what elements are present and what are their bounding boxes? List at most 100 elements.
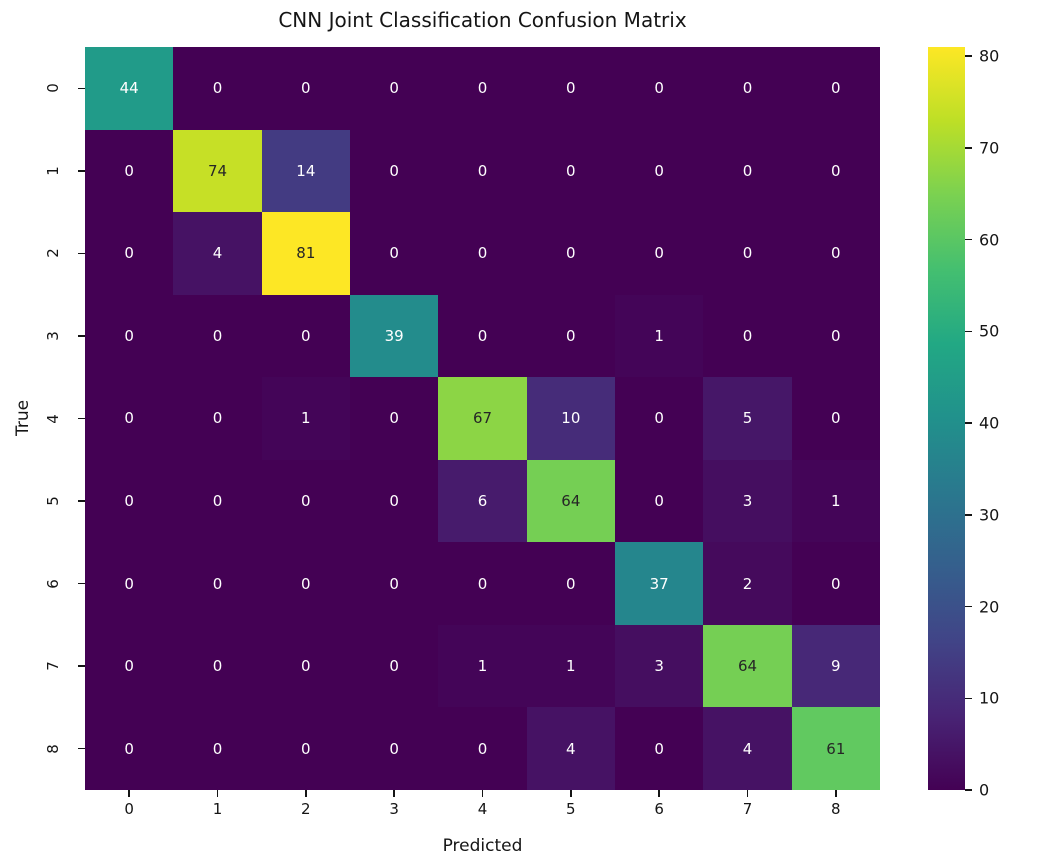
cell-value: 0	[477, 244, 488, 263]
cell-value: 1	[301, 409, 311, 428]
heatmap-cell-r6c0: 0	[85, 542, 174, 625]
y-tick-mark	[78, 748, 85, 750]
heatmap-cell-r4c8: 0	[791, 377, 880, 460]
colorbar-tick-label: 60	[979, 230, 1000, 250]
heatmap-cell-r1c7: 0	[703, 129, 792, 213]
y-tick-mark	[78, 252, 85, 255]
x-tick-label: 1	[212, 800, 223, 818]
cell-value: 0	[831, 79, 841, 98]
heatmap-cell-r1c5: 0	[526, 129, 615, 213]
heatmap-cell-r7c2: 0	[261, 624, 350, 708]
y-tick-label: 7	[44, 661, 62, 671]
cell-value: 0	[212, 409, 223, 428]
colorbar-tick-mark	[965, 147, 972, 149]
heatmap-cell-r2c1: 4	[173, 212, 262, 295]
colorbar-tick-mark	[965, 605, 972, 608]
cell-value: 0	[124, 492, 134, 511]
cell-value: 0	[566, 244, 576, 263]
x-tick-label: 8	[831, 800, 841, 818]
colorbar-tick-mark	[965, 514, 972, 516]
y-tick-mark	[78, 170, 85, 172]
cell-value: 0	[654, 492, 664, 511]
x-tick-mark	[216, 790, 219, 797]
colorbar	[928, 47, 965, 790]
x-tick-label: 0	[124, 800, 134, 818]
x-tick-label: 2	[301, 800, 311, 818]
cell-value: 37	[649, 574, 669, 593]
cell-value: 0	[654, 409, 664, 428]
cell-value: 0	[301, 79, 311, 98]
x-tick-label: 7	[742, 800, 753, 818]
cell-value: 64	[561, 492, 581, 511]
heatmap-cell-r1c1: 74	[173, 129, 262, 213]
heatmap-cell-r0c3: 0	[350, 47, 439, 130]
heatmap-cell-r5c5: 64	[526, 459, 615, 543]
cell-value: 3	[654, 657, 664, 676]
heatmap-cell-r1c3: 0	[350, 129, 439, 213]
heatmap-cell-r7c3: 0	[350, 624, 439, 708]
x-tick-mark	[570, 790, 572, 797]
heatmap-cell-r2c4: 0	[438, 212, 527, 295]
y-axis-label-text: True	[13, 399, 33, 437]
heatmap-cell-r0c5: 0	[526, 47, 615, 130]
cell-value: 0	[301, 492, 311, 511]
heatmap-cell-r8c3: 0	[350, 707, 439, 790]
heatmap-cell-r7c7: 64	[703, 624, 792, 708]
cell-value: 0	[566, 326, 576, 345]
cell-value: 0	[389, 244, 399, 263]
heatmap-cell-r2c6: 0	[615, 212, 704, 295]
cell-value: 81	[296, 244, 316, 263]
heatmap-cell-r4c6: 0	[615, 377, 704, 460]
cell-value: 2	[742, 574, 753, 593]
heatmap-cell-r2c7: 0	[703, 212, 792, 295]
heatmap-cell-r5c8: 1	[791, 459, 880, 543]
cell-value: 0	[477, 739, 488, 758]
cell-value: 0	[212, 79, 223, 98]
y-tick-mark	[78, 665, 85, 667]
cell-value: 0	[301, 657, 311, 676]
heatmap-cell-r8c4: 0	[438, 707, 527, 790]
heatmap-cell-r3c1: 0	[173, 294, 262, 378]
cell-value: 0	[477, 326, 488, 345]
heatmap-cell-r7c5: 1	[526, 624, 615, 708]
cell-value: 0	[124, 657, 134, 676]
heatmap-cell-r5c4: 6	[438, 459, 527, 543]
chart-title: CNN Joint Classification Confusion Matri…	[278, 8, 687, 32]
cell-value: 1	[654, 326, 664, 345]
heatmap-cell-r1c6: 0	[615, 129, 704, 213]
y-tick-label: 5	[44, 496, 62, 506]
heatmap-cell-r6c5: 0	[526, 542, 615, 625]
cell-value: 0	[477, 79, 488, 98]
heatmap-cell-r4c3: 0	[350, 377, 439, 460]
heatmap-cell-r5c7: 3	[703, 459, 792, 543]
cell-value: 0	[742, 326, 753, 345]
heatmap-cell-r0c2: 0	[261, 47, 350, 130]
heatmap-cell-r3c3: 39	[350, 294, 439, 378]
heatmap-cell-r6c8: 0	[791, 542, 880, 625]
y-tick-label: 6	[44, 578, 62, 589]
heatmap-cell-r5c1: 0	[173, 459, 262, 543]
cell-value: 0	[477, 161, 488, 180]
cell-value: 10	[561, 409, 581, 428]
cell-value: 4	[742, 739, 753, 758]
colorbar-tick-label: 10	[979, 688, 1000, 708]
cell-value: 0	[124, 244, 134, 263]
heatmap-cell-r0c8: 0	[791, 47, 880, 130]
cell-value: 0	[654, 244, 664, 263]
heatmap-cell-r0c0: 44	[85, 47, 174, 130]
cell-value: 0	[212, 739, 223, 758]
y-tick-label: 3	[44, 331, 62, 341]
x-axis-label: Predicted	[442, 836, 523, 856]
colorbar-tick-label: 20	[979, 597, 1000, 617]
cell-value: 61	[826, 739, 846, 758]
cell-value: 0	[124, 161, 134, 180]
heatmap-cell-r6c2: 0	[261, 542, 350, 625]
cell-value: 0	[477, 574, 488, 593]
cell-value: 0	[124, 574, 134, 593]
cell-value: 1	[566, 657, 576, 676]
cell-value: 0	[301, 326, 311, 345]
cell-value: 0	[566, 161, 576, 180]
cell-value: 0	[566, 79, 576, 98]
heatmap-cell-r8c5: 4	[526, 707, 615, 790]
cell-value: 0	[389, 79, 399, 98]
